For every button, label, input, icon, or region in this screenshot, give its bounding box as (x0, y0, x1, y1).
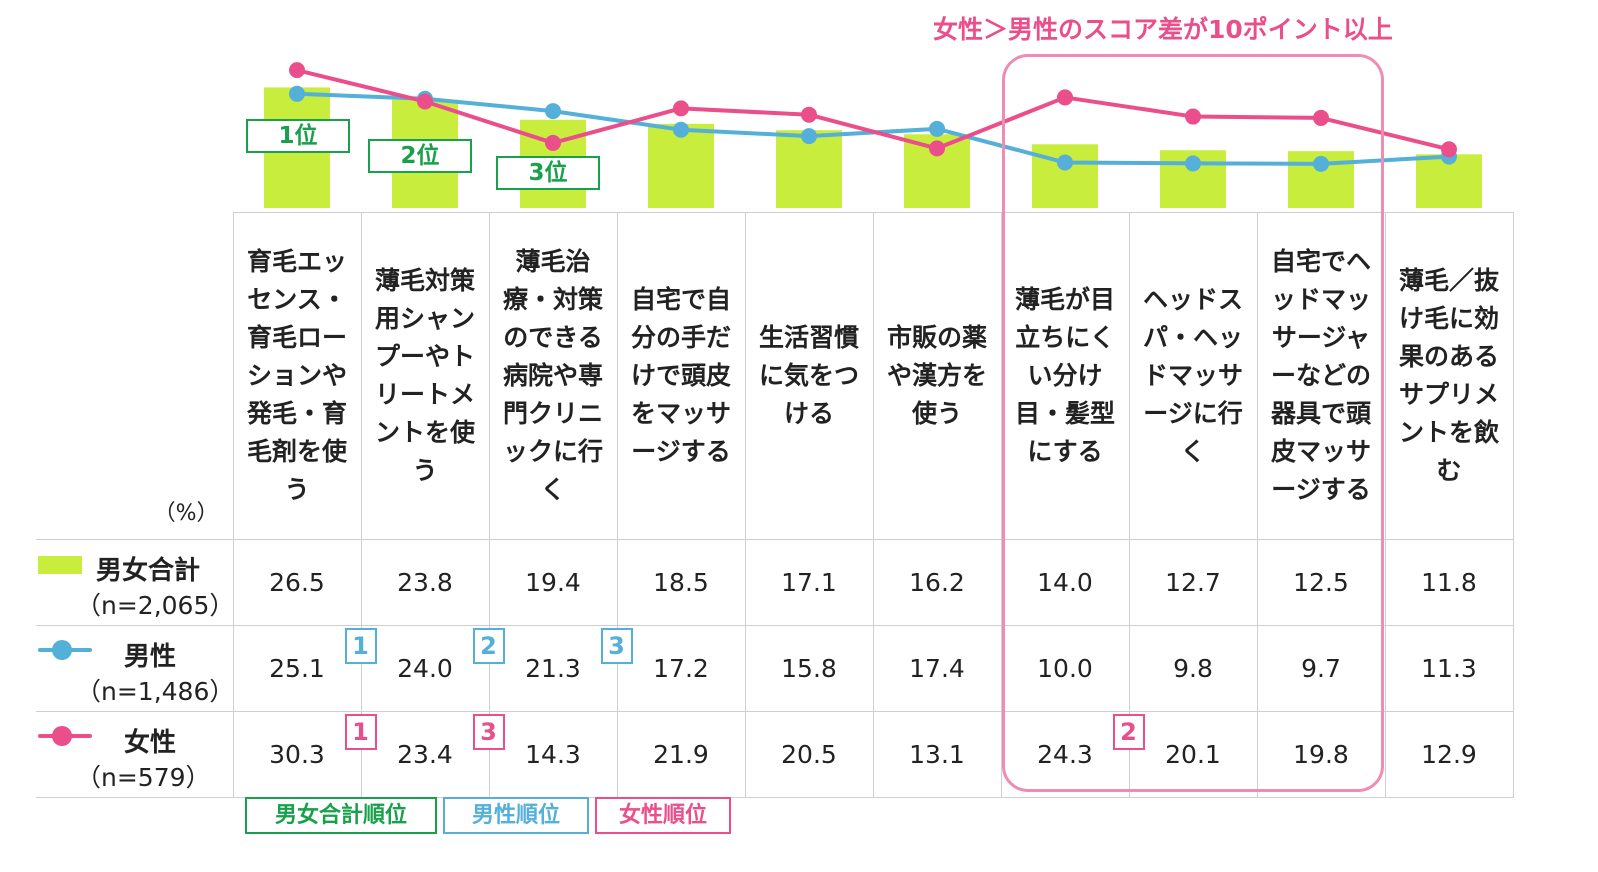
category-header: 生活習慣に気をつける (744, 212, 874, 540)
female-series-point (929, 140, 945, 157)
rank-label-3: 3位 (496, 156, 600, 190)
total-row: 男女合計 （n=2,065） 26.5 23.8 19.4 18.5 17.1 … (36, 539, 1514, 626)
data-table: （%） 育毛エッセンス・育毛ローションや発毛・育毛剤を使う 薄毛対策用シャンプー… (36, 212, 1514, 798)
value-cell: 13.1 (872, 711, 1002, 798)
value-cell: 14.3 (488, 711, 618, 798)
male-series-point (1313, 155, 1329, 172)
bar-swatch-icon (38, 556, 82, 574)
value-cell: 19.4 (488, 539, 618, 626)
value-cell: 16.2 (872, 539, 1002, 626)
value-cell: 12.9 (1384, 711, 1514, 798)
row-name: 男女合計 (96, 556, 201, 586)
value-cell: 12.7 (1128, 539, 1258, 626)
female-series-point (1313, 109, 1329, 126)
value-cell: 17.2 (616, 625, 746, 712)
male-row: 男性 （n=1,486） 25.1 1 24.0 2 21.3 3 17.2 15.8… (36, 625, 1514, 712)
rank-label-1: 1位 (246, 119, 350, 153)
category-header: 自宅でヘッドマッサージャーなどの器具で頭皮マッサージする (1256, 212, 1386, 540)
header-row: （%） 育毛エッセンス・育毛ローションや発毛・育毛剤を使う 薄毛対策用シャンプー… (36, 212, 1514, 540)
male-series-point (545, 103, 561, 120)
category-header: 薄毛対策用シャンプーやトリートメントを使う (360, 212, 490, 540)
female-series-point (1057, 89, 1073, 106)
value-cell: 23.8 (360, 539, 490, 626)
female-series-point (1441, 141, 1457, 158)
category-header: 育毛エッセンス・育毛ローションや発毛・育毛剤を使う (232, 212, 362, 540)
female-series-line (296, 68, 1450, 152)
row-name: 男性 (124, 642, 177, 672)
value-cell: 11.3 (1384, 625, 1514, 712)
category-header: 薄毛治療・対策のできる病院や専門クリニックに行く (488, 212, 618, 540)
value-cell: 17.1 (744, 539, 874, 626)
highlight-frame (1002, 54, 1384, 792)
value-cell: 14.0 (1000, 539, 1130, 626)
chart-plot (264, 62, 1482, 208)
male-series-point (1057, 154, 1073, 171)
value-cell: 12.5 (1256, 539, 1386, 626)
rank-label-2: 2位 (368, 139, 472, 173)
category-header: 自宅で自分の手だけで頭皮をマッサージする (616, 212, 746, 540)
legend-total-rank: 男女合計順位 (245, 797, 437, 834)
value-cell: 30.3 1 (232, 711, 377, 798)
row-sample-size: （n=579） (76, 763, 211, 792)
female-series-point (545, 134, 561, 151)
male-marker-icon (52, 640, 72, 660)
row-label-male: 男性 （n=1,486） (36, 625, 235, 712)
female-marker-icon (52, 726, 72, 746)
category-header: ヘッドスパ・ヘッドマッサージに行く (1128, 212, 1258, 540)
female-series-point (1185, 108, 1201, 125)
value-cell: 20.1 (1128, 711, 1258, 798)
male-series-point (289, 85, 305, 102)
total-bar (648, 123, 714, 208)
value-cell: 18.5 (616, 539, 746, 626)
legend-male-rank: 男性順位 (443, 797, 589, 834)
unit-label: （%） (36, 212, 234, 540)
male-series-point (673, 121, 689, 138)
male-series-point (801, 128, 817, 145)
male-series-point (1185, 155, 1201, 172)
row-sample-size: （n=1,486） (76, 677, 235, 706)
value-cell: 21.3 3 (488, 625, 633, 712)
male-series-point (929, 120, 945, 137)
value-cell: 17.4 (872, 625, 1002, 712)
female-row: 女性 （n=579） 30.3 1 23.4 3 14.3 21.9 20.5 13… (36, 711, 1514, 798)
category-header: 薄毛／抜け毛に効果のあるサプリメントを飲む (1384, 212, 1514, 540)
row-name: 女性 (124, 728, 177, 758)
category-header: 市販の薬や漢方を使う (872, 212, 1002, 540)
value-cell: 20.5 (744, 711, 874, 798)
female-series-point (673, 100, 689, 117)
row-label-total: 男女合計 （n=2,065） (36, 539, 235, 626)
annotation-text: 女性＞男性のスコア差が10ポイント以上 (933, 15, 1393, 44)
row-label-female: 女性 （n=579） (36, 711, 234, 798)
female-series-point (417, 93, 433, 110)
row-sample-size: （n=2,065） (76, 591, 235, 620)
female-series-point (289, 62, 305, 79)
value-cell: 26.5 (232, 539, 362, 626)
value-cell: 25.1 1 (232, 625, 377, 712)
female-series-point (801, 106, 817, 123)
value-cell: 23.4 3 (360, 711, 505, 798)
legend-female-rank: 女性順位 (595, 797, 731, 834)
value-cell: 11.8 (1384, 539, 1514, 626)
value-cell: 15.8 (744, 625, 874, 712)
value-cell: 21.9 (616, 711, 746, 798)
value-cell: 24.0 2 (360, 625, 505, 712)
category-header: 薄毛が目立ちにくい分け目・髪型にする (1000, 212, 1130, 540)
